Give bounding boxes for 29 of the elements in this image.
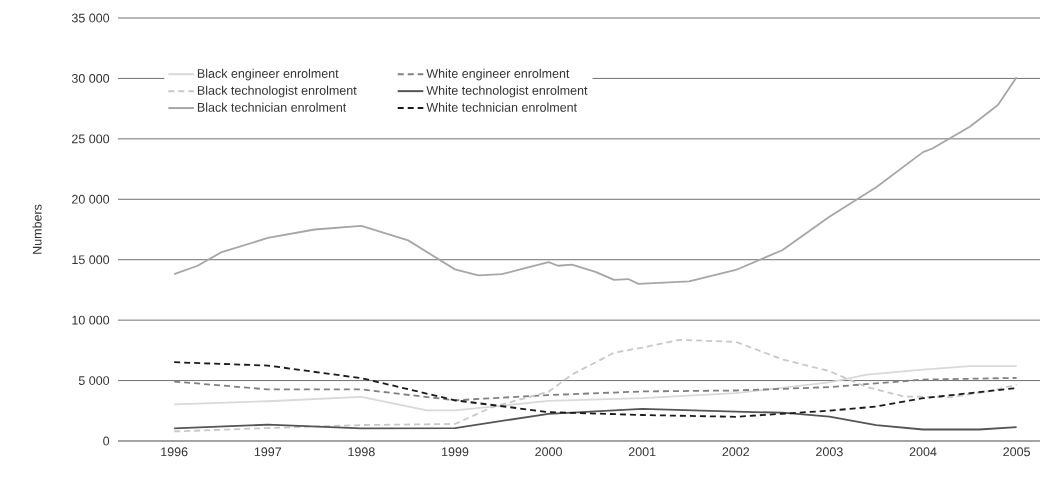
line-series [173,408,1018,431]
line-series [173,365,1018,412]
x-tick-label: 2003 [816,447,843,457]
y-tick-label: 25 000 [72,134,110,144]
x-tick-label: 2005 [1003,447,1030,457]
y-tick-label: 20 000 [72,194,110,204]
y-tick-label: 15 000 [72,255,110,265]
x-tick-label: 2000 [535,447,562,457]
legend-label: Black engineer enrolment [197,68,339,81]
legend-label: White technician enrolment [426,102,577,112]
legend-label: Black technician enrolment [197,102,347,112]
x-tick-label: 1999 [442,447,469,457]
y-tick-label: 10 000 [72,315,110,325]
line-series [173,377,1018,402]
x-tick-label: 2004 [909,447,937,457]
x-tick-label: 1998 [348,447,375,457]
legend-label: Black technologist enrolment [197,85,357,98]
legend-label: White engineer enrolment [426,68,570,81]
y-tick-label: 30 000 [71,74,110,83]
x-tick-label: 2002 [722,447,750,457]
legend-label: White technologist enrolment [426,85,588,98]
y-tick-label: 0 [103,436,110,446]
x-tick-label: 2001 [628,447,656,457]
x-tick-label: 1996 [161,447,188,457]
y-tick-label: 35 000 [71,13,110,23]
x-tick-label: 1997 [254,447,282,457]
y-axis-title: Numbers [32,204,42,254]
line-series [173,338,1018,433]
y-tick-label: 5 000 [78,376,110,385]
